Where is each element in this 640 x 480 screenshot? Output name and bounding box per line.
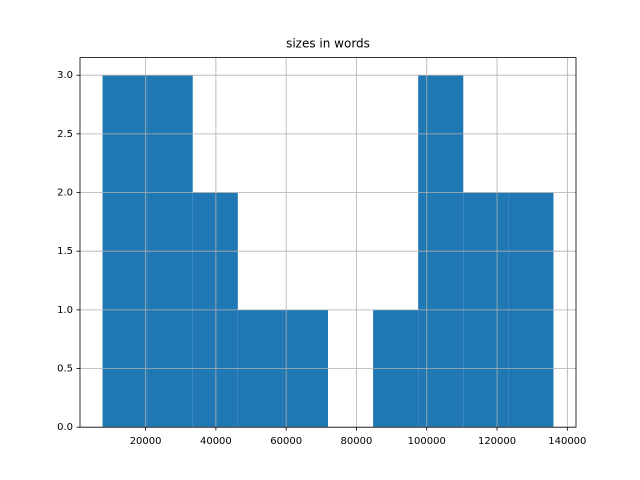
y-tick-label: 2.0 [57, 188, 73, 199]
y-tick-label: 2.5 [57, 129, 73, 140]
x-tick-label: 20000 [130, 436, 162, 447]
y-tick-label: 0.0 [57, 422, 73, 433]
x-tick-label: 120000 [478, 436, 516, 447]
axes-frame [79, 57, 577, 428]
x-tick-label: 60000 [270, 436, 302, 447]
x-tick-label: 40000 [200, 436, 232, 447]
chart-title: sizes in words [286, 37, 370, 51]
x-tick-label: 100000 [408, 436, 446, 447]
y-tick-label: 3.0 [57, 70, 73, 81]
x-tick-label: 80000 [341, 436, 373, 447]
y-tick-label: 1.5 [57, 246, 73, 257]
y-tick-label: 1.0 [57, 305, 73, 316]
y-tick-label: 0.5 [57, 364, 73, 375]
x-tick-label: 140000 [548, 436, 586, 447]
